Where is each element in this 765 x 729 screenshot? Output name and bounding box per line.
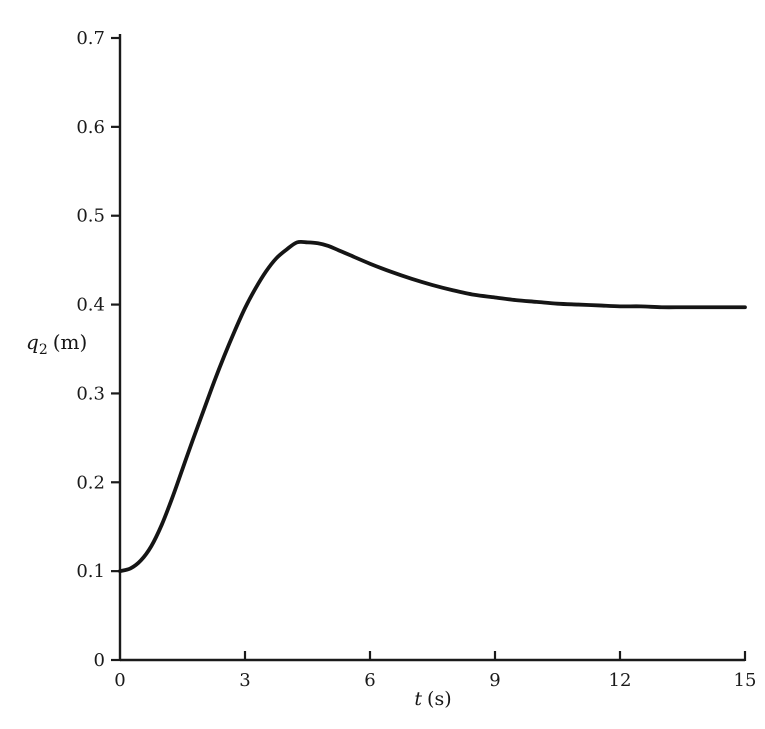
y-axis-symbol: q (26, 330, 39, 354)
y-tick-label: 0.7 (76, 28, 105, 49)
x-axis-symbol: t (414, 688, 423, 710)
x-tick-label: 0 (114, 670, 125, 691)
y-axis-label: q2 (m) (26, 330, 87, 358)
response-curve (118, 239, 747, 574)
x-tick-label: 6 (364, 670, 375, 691)
y-axis-subscript: 2 (38, 342, 48, 358)
x-tick-label: 9 (489, 670, 500, 691)
x-axis-unit: (s) (427, 688, 452, 710)
x-tick-label: 15 (734, 670, 757, 691)
y-tick-label: 0.6 (76, 117, 105, 138)
y-tick-label: 0.5 (76, 206, 105, 227)
x-tick-label: 3 (239, 670, 250, 691)
y-axis-unit: (m) (52, 330, 88, 354)
y-tick-label: 0.2 (76, 472, 105, 493)
y-tick-label: 0.3 (76, 383, 105, 404)
y-tick-label: 0 (94, 650, 105, 671)
x-tick-label: 12 (609, 670, 632, 691)
x-axis-label: t (s) (383, 688, 483, 710)
y-tick-label: 0.1 (76, 561, 105, 582)
y-tick-label: 0.4 (76, 295, 105, 316)
